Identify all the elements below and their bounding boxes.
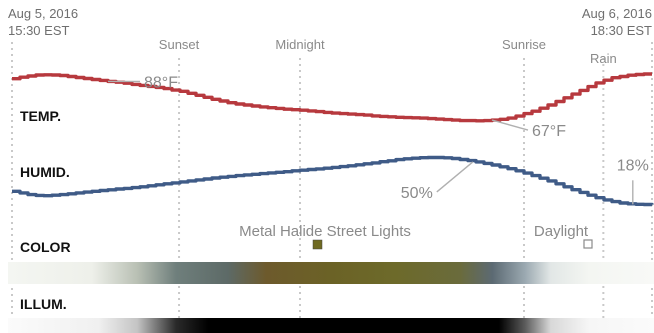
annotation-label: 18% (617, 157, 649, 174)
event-label: Rain (590, 51, 617, 66)
annotation-layer: 88°F 67°F 50% 18% (108, 74, 649, 205)
color-row-label: COLOR (20, 239, 71, 255)
series-layer (12, 72, 654, 207)
annotation-label: 50% (401, 185, 433, 202)
annotation-leader (491, 119, 529, 131)
daylight-annotation: Daylight (534, 223, 589, 240)
event-label: Sunset (159, 37, 200, 52)
annotation-label: 88°F (144, 74, 178, 91)
event-label: Sunrise (502, 37, 546, 52)
illumination-band (8, 318, 654, 333)
event-label: Midnight (275, 37, 325, 52)
start-time-label: 15:30 EST (8, 23, 69, 38)
illum-row-label: ILLUM. (20, 296, 67, 312)
color-band (8, 262, 654, 284)
start-date-label: Aug 5, 2016 (8, 6, 78, 21)
series-line (12, 72, 652, 123)
daylight-swatch (583, 239, 593, 249)
temp-row-label: TEMP. (20, 108, 61, 124)
end-time-label: 18:30 EST (591, 23, 652, 38)
series-line (12, 155, 654, 207)
event-guides: Sunset Midnight Sunrise Rain (11, 37, 653, 333)
humid-row-label: HUMID. (20, 164, 70, 180)
street-lights-annotation: Metal Halide Street Lights (239, 223, 411, 240)
annotation-label: 67°F (532, 123, 566, 140)
end-date-label: Aug 6, 2016 (582, 6, 652, 21)
annotation-leader (436, 161, 474, 193)
street-lights-swatch (312, 239, 323, 250)
